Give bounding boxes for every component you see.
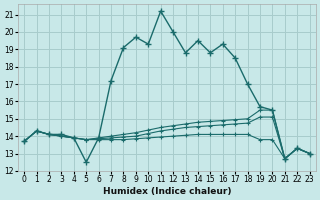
X-axis label: Humidex (Indice chaleur): Humidex (Indice chaleur) <box>103 187 231 196</box>
